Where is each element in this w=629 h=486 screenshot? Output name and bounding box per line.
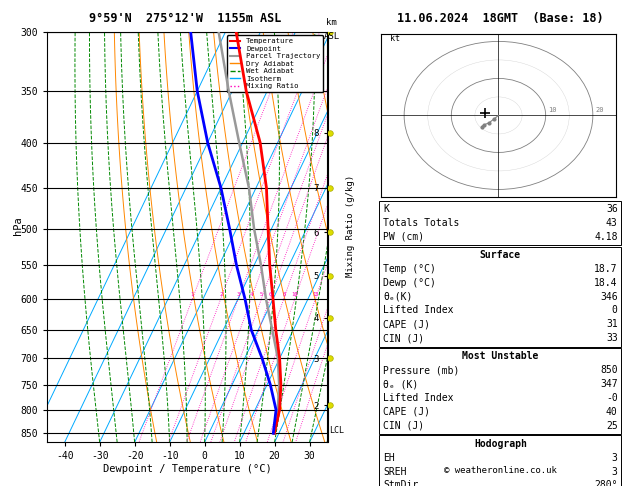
- Text: ASL: ASL: [323, 32, 340, 41]
- Text: Mixing Ratio (g/kg): Mixing Ratio (g/kg): [347, 175, 355, 277]
- Text: 0: 0: [612, 305, 618, 315]
- Text: 1: 1: [191, 292, 194, 296]
- Text: LCL: LCL: [329, 426, 344, 435]
- Text: 10: 10: [548, 107, 557, 113]
- Text: 33: 33: [606, 333, 618, 343]
- Text: Totals Totals: Totals Totals: [383, 218, 459, 228]
- Text: EH: EH: [383, 452, 395, 463]
- Text: CIN (J): CIN (J): [383, 420, 424, 431]
- Text: SREH: SREH: [383, 467, 406, 477]
- Text: 31: 31: [606, 319, 618, 330]
- Text: CIN (J): CIN (J): [383, 333, 424, 343]
- Text: 8: 8: [282, 292, 286, 296]
- Text: StmDir: StmDir: [383, 480, 418, 486]
- Text: θₑ(K): θₑ(K): [383, 292, 413, 302]
- Text: K: K: [383, 204, 389, 214]
- Text: 25: 25: [606, 420, 618, 431]
- Text: 4.18: 4.18: [594, 232, 618, 242]
- Text: Lifted Index: Lifted Index: [383, 393, 454, 403]
- Text: 280°: 280°: [594, 480, 618, 486]
- Text: Surface: Surface: [480, 250, 521, 260]
- Text: 3: 3: [612, 467, 618, 477]
- Legend: Temperature, Dewpoint, Parcel Trajectory, Dry Adiabat, Wet Adiabat, Isotherm, Mi: Temperature, Dewpoint, Parcel Trajectory…: [226, 35, 323, 92]
- Text: 9°59'N  275°12'W  1155m ASL: 9°59'N 275°12'W 1155m ASL: [89, 12, 282, 25]
- Text: 3: 3: [237, 292, 240, 296]
- Text: Temp (°C): Temp (°C): [383, 264, 436, 274]
- Text: 3: 3: [612, 452, 618, 463]
- Text: Lifted Index: Lifted Index: [383, 305, 454, 315]
- Text: 5: 5: [260, 292, 263, 296]
- Text: 43: 43: [606, 218, 618, 228]
- Text: 18.7: 18.7: [594, 264, 618, 274]
- Text: 11.06.2024  18GMT  (Base: 18): 11.06.2024 18GMT (Base: 18): [397, 12, 603, 25]
- Text: 18.4: 18.4: [594, 278, 618, 288]
- Text: 346: 346: [600, 292, 618, 302]
- Text: 347: 347: [600, 379, 618, 389]
- Text: 20: 20: [595, 107, 604, 113]
- Text: θₑ (K): θₑ (K): [383, 379, 418, 389]
- Text: Hodograph: Hodograph: [474, 439, 527, 449]
- Text: 4: 4: [250, 292, 253, 296]
- Text: -0: -0: [606, 393, 618, 403]
- Text: 850: 850: [600, 365, 618, 375]
- X-axis label: Dewpoint / Temperature (°C): Dewpoint / Temperature (°C): [103, 464, 272, 474]
- Text: 36: 36: [606, 204, 618, 214]
- Text: © weatheronline.co.uk: © weatheronline.co.uk: [444, 466, 557, 475]
- Text: 2: 2: [219, 292, 222, 296]
- Text: hPa: hPa: [13, 217, 23, 235]
- Text: 10: 10: [291, 292, 298, 296]
- Text: CAPE (J): CAPE (J): [383, 319, 430, 330]
- Text: kt: kt: [390, 35, 400, 43]
- Text: km: km: [326, 17, 337, 27]
- Text: 6: 6: [269, 292, 272, 296]
- Text: 40: 40: [606, 407, 618, 417]
- Text: 15: 15: [312, 292, 319, 296]
- Text: Most Unstable: Most Unstable: [462, 351, 538, 362]
- Text: Pressure (mb): Pressure (mb): [383, 365, 459, 375]
- Text: Dewp (°C): Dewp (°C): [383, 278, 436, 288]
- Text: CAPE (J): CAPE (J): [383, 407, 430, 417]
- Text: PW (cm): PW (cm): [383, 232, 424, 242]
